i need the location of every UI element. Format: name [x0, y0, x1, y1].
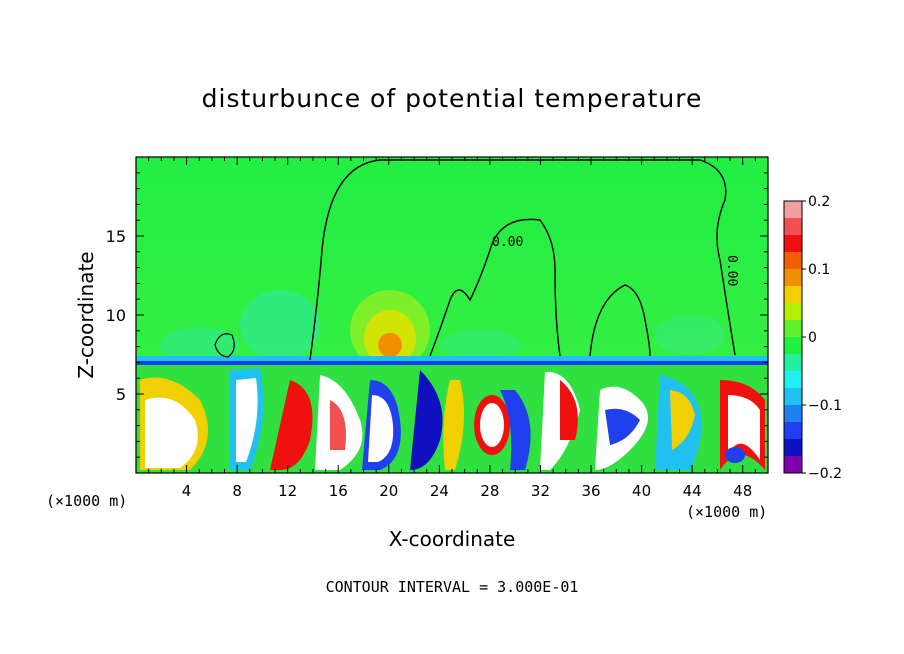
warm-plume-core	[378, 333, 402, 357]
colorbar-tick-label: −0.2	[808, 466, 842, 482]
plume	[655, 315, 725, 355]
x-tick-label: 32	[531, 482, 550, 500]
contour-zero	[589, 284, 651, 357]
colorbar-swatch	[784, 201, 802, 219]
x-tick-label: 28	[480, 482, 499, 500]
band	[136, 356, 768, 364]
colorbar-swatch	[784, 320, 802, 338]
x-tick-label: 48	[733, 482, 752, 500]
colorbar-swatch	[784, 456, 802, 474]
colorbar-tick-label: −0.1	[808, 398, 842, 414]
colorbar-swatch	[784, 235, 802, 253]
colorbar-swatch	[784, 354, 802, 372]
contour-label: 0.00	[724, 255, 739, 286]
colorbar-tick-label: 0.2	[808, 194, 830, 210]
x-tick-label: 8	[232, 482, 242, 500]
x-tick-label: 16	[329, 482, 348, 500]
chart-title: disturbunce of potential temperature	[201, 84, 703, 113]
colorbar-swatch	[784, 439, 802, 457]
x-tick-label: 20	[379, 482, 398, 500]
x-tick-label: 24	[430, 482, 449, 500]
x-tick-label: 36	[581, 482, 600, 500]
plume	[240, 290, 320, 360]
x-tick-label: 12	[278, 482, 297, 500]
colorbar-tick-label: 0	[808, 330, 817, 346]
x-unit-label-right: (×1000 m)	[686, 503, 768, 521]
field-layer	[136, 157, 768, 473]
x-axis-label: X-coordinate	[388, 527, 516, 551]
y-tick-label: 10	[106, 306, 126, 325]
colorbar-swatch	[784, 422, 802, 440]
colorbar-swatch	[784, 405, 802, 423]
colorbar-swatch	[784, 269, 802, 287]
contour-zero	[309, 159, 736, 361]
colorbar-swatch	[784, 388, 802, 406]
contour-label: 0.00	[492, 235, 523, 250]
band	[136, 361, 768, 365]
colorbar-swatch	[784, 252, 802, 270]
colorbar-tick-label: 0.1	[808, 262, 830, 278]
contour-interval-text: CONTOUR INTERVAL = 3.000E-01	[325, 578, 579, 596]
turbulence	[140, 368, 765, 470]
colorbar-swatch	[784, 337, 802, 355]
plume	[440, 330, 520, 360]
colorbar-swatch	[784, 303, 802, 321]
y-tick-label: 5	[116, 385, 126, 404]
x-tick-label: 4	[182, 482, 192, 500]
x-tick-label: 44	[683, 482, 702, 500]
contour-zero	[429, 218, 561, 357]
x-unit-label-left: (×1000 m)	[46, 492, 128, 510]
colorbar-swatch	[784, 371, 802, 389]
colorbar: 0.2 0.1 0 −0.1 −0.2	[783, 194, 842, 482]
contour-zero	[214, 333, 235, 358]
colorbar-swatch	[784, 286, 802, 304]
x-tick-label: 40	[632, 482, 651, 500]
y-tick-label: 15	[106, 227, 126, 246]
colorbar-swatch	[784, 218, 802, 236]
y-axis-label: Z-coordinate	[74, 251, 98, 379]
